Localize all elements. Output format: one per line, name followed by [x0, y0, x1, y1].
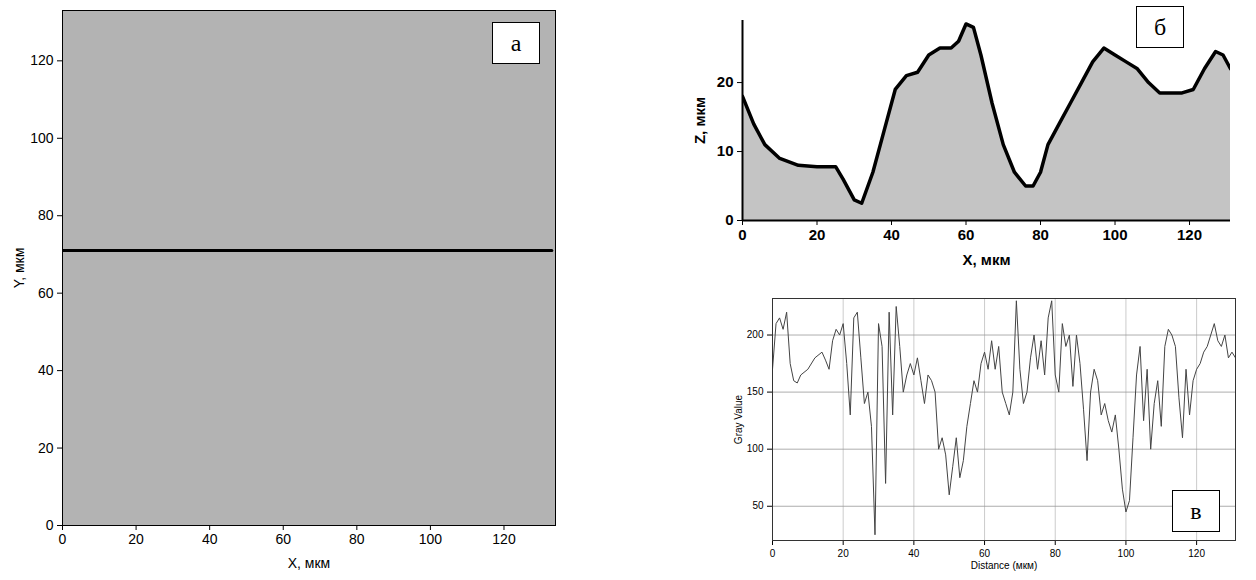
svg-text:Z, мкм: Z, мкм [691, 97, 708, 144]
svg-text:0: 0 [59, 531, 67, 547]
svg-text:100: 100 [419, 531, 443, 547]
svg-text:50: 50 [752, 500, 764, 511]
svg-text:20: 20 [38, 440, 54, 456]
svg-text:Y, мкм: Y, мкм [11, 248, 27, 289]
svg-text:80: 80 [1050, 548, 1062, 559]
svg-text:20: 20 [838, 548, 850, 559]
svg-text:120: 120 [1177, 226, 1202, 243]
svg-text:Gray Value: Gray Value [733, 394, 744, 444]
svg-text:40: 40 [38, 362, 54, 378]
svg-text:200: 200 [747, 329, 764, 340]
svg-text:80: 80 [349, 531, 365, 547]
svg-text:80: 80 [1032, 226, 1049, 243]
html-text:б: б [1153, 14, 1167, 40]
svg-text:60: 60 [979, 548, 991, 559]
svg-text:120: 120 [492, 531, 516, 547]
svg-text:60: 60 [38, 285, 54, 301]
svg-text:40: 40 [883, 226, 900, 243]
html-text:а: а [510, 30, 522, 56]
svg-text:20: 20 [809, 226, 826, 243]
svg-text:0: 0 [46, 517, 54, 533]
svg-text:60: 60 [958, 226, 975, 243]
svg-text:0: 0 [725, 211, 733, 228]
svg-text:Distance (мкм): Distance (мкм) [971, 560, 1037, 571]
svg-text:X, мкм: X, мкм [962, 251, 1010, 268]
svg-text:10: 10 [717, 142, 734, 159]
svg-text:40: 40 [202, 531, 218, 547]
svg-text:40: 40 [908, 548, 920, 559]
svg-text:0: 0 [738, 226, 746, 243]
svg-text:120: 120 [30, 52, 54, 68]
svg-text:100: 100 [1118, 548, 1135, 559]
svg-text:X, мкм: X, мкм [288, 555, 331, 571]
svg-text:0: 0 [770, 548, 776, 559]
svg-text:100: 100 [747, 443, 764, 454]
svg-text:80: 80 [38, 207, 54, 223]
svg-text:120: 120 [1188, 548, 1205, 559]
svg-text:20: 20 [128, 531, 144, 547]
svg-text:100: 100 [1103, 226, 1128, 243]
svg-text:60: 60 [275, 531, 291, 547]
svg-text:100: 100 [30, 130, 54, 146]
html-text:в: в [1190, 498, 1202, 524]
svg-text:20: 20 [717, 73, 734, 90]
svg-text:150: 150 [747, 386, 764, 397]
